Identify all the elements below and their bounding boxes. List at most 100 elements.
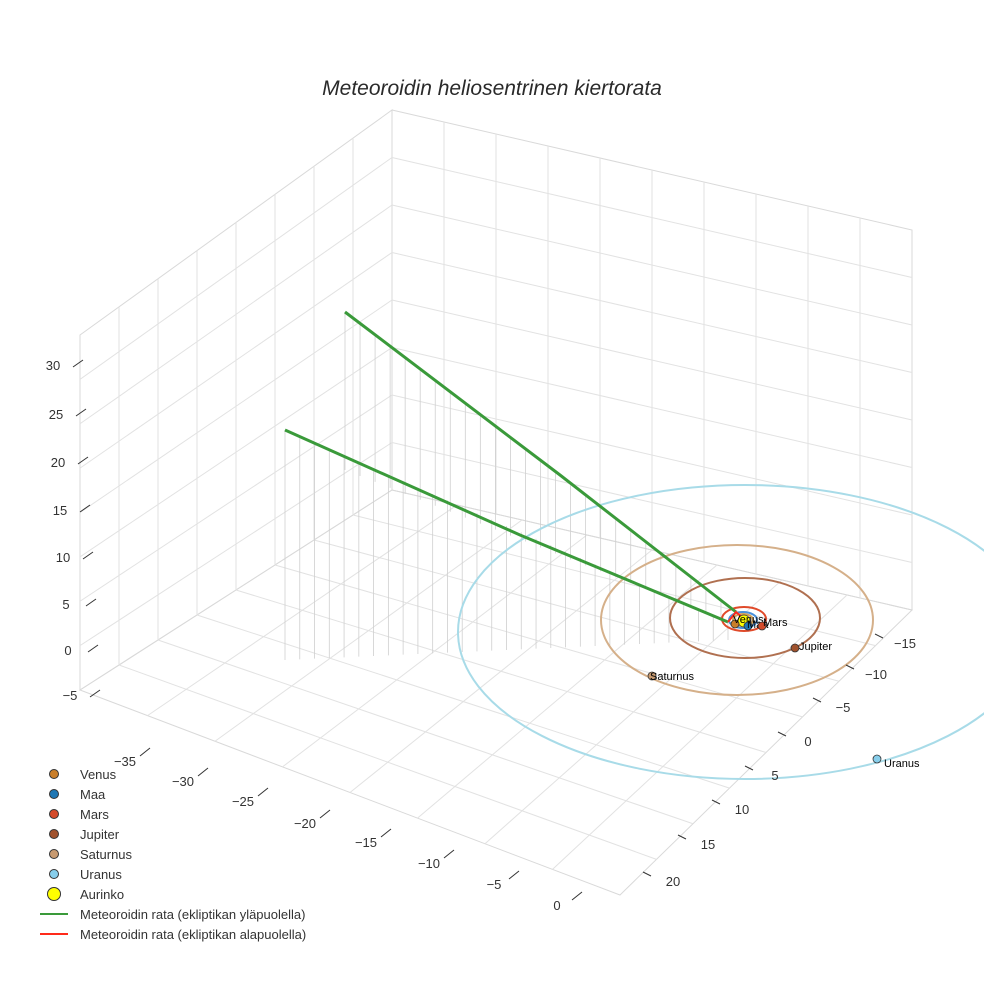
y-tick-label: −15 [894, 636, 916, 651]
legend-label: Jupiter [80, 826, 120, 842]
chart-title: Meteoroidin heliosentrinen kiertorata [322, 77, 662, 100]
x-tick-mark [380, 828, 392, 838]
y-tick-mark [777, 731, 787, 737]
grid-line [352, 514, 876, 647]
saturnus-label: Saturnus [650, 671, 695, 683]
legend-item-trajectory-below[interactable]: Meteoroidin rata (ekliptikan alapuolella… [34, 924, 306, 944]
y-tick-label: 10 [735, 802, 749, 817]
z-tick-mark [82, 551, 94, 560]
venus-marker-icon [49, 769, 59, 779]
y-tick-label: 20 [666, 874, 680, 889]
z-tick-label: 0 [64, 643, 71, 658]
jupiter-marker [790, 643, 800, 653]
grid-line [391, 252, 913, 373]
uranus-label: Uranus [884, 758, 920, 770]
x-tick-label: −35 [114, 754, 136, 769]
z-tick-label: 20 [51, 455, 65, 470]
y-tick-mark [642, 871, 652, 877]
venus-marker [730, 619, 740, 629]
z-tick-label: 5 [62, 597, 69, 612]
grid-line [274, 564, 803, 718]
planet-orbits [457, 484, 984, 780]
z-tick-label: 10 [56, 550, 70, 565]
grid-line [391, 157, 913, 278]
z-tick-mark [89, 689, 101, 698]
x-tick-label: −25 [232, 794, 254, 809]
green-line-icon [40, 913, 68, 915]
mars-label: Mars [763, 617, 788, 629]
legend-label: Venus [80, 766, 117, 782]
y-tick-label: 5 [771, 768, 778, 783]
x-tick-mark [319, 809, 331, 819]
x-tick-label: 0 [553, 898, 560, 913]
grid-line [79, 252, 393, 469]
x-tick-label: −10 [418, 856, 440, 871]
z-tick-mark [75, 408, 87, 417]
grid-line [79, 347, 393, 558]
z-tick-mark [77, 456, 89, 465]
trajectory-above-branch-1 [284, 428, 729, 624]
x-tick-label: −30 [172, 774, 194, 789]
legend-item-saturnus[interactable]: Saturnus [34, 844, 306, 864]
legend-label: Uranus [80, 866, 122, 882]
orbit-jupiter [669, 577, 821, 659]
maa-marker [743, 621, 753, 631]
legend-label: Maa [80, 786, 106, 802]
y-tick-label: 0 [804, 734, 811, 749]
venus-label: Venus [733, 614, 764, 626]
legend-label: Meteoroidin rata (ekliptikan alapuolella… [80, 926, 307, 942]
trajectory-above-branch-2 [344, 310, 737, 614]
x-tick-mark [571, 891, 583, 901]
z-tick-mark [87, 644, 99, 653]
grid-line [196, 614, 730, 789]
y-tick-mark [845, 664, 855, 670]
legend-item-mars[interactable]: Mars [34, 804, 306, 824]
grid-line [391, 347, 913, 468]
z-tick-label: 30 [46, 358, 60, 373]
legend-label: Saturnus [80, 846, 133, 862]
y-tick-label: 15 [701, 837, 715, 852]
saturnus-marker [647, 671, 657, 681]
trajectory-droplines [284, 312, 737, 660]
z-tick-mark [72, 359, 84, 368]
y-tick-mark [874, 633, 884, 639]
y-tick-mark [744, 765, 754, 771]
x-tick-mark [508, 870, 520, 880]
legend-item-trajectory-above[interactable]: Meteoroidin rata (ekliptikan yläpuolella… [34, 904, 306, 924]
legend-item-venus[interactable]: Venus [34, 764, 306, 784]
grid-lines [79, 122, 913, 870]
red-line-icon [40, 933, 68, 935]
z-tick-mark [85, 598, 97, 607]
grid-line [79, 204, 393, 425]
x-tick-label: −5 [487, 877, 502, 892]
axis-ticks: −35 −30 −25 −20 −15 −10 −5 0 −15 −10 −5 0 5 10 15 20 30 2… [46, 358, 916, 913]
legend-item-aurinko[interactable]: Aurinko [34, 884, 306, 904]
z-tick-label: 25 [49, 407, 63, 422]
grid-line [391, 299, 913, 421]
grid-line [391, 442, 913, 563]
grid-line [118, 664, 657, 860]
jupiter-label: Jupiter [799, 641, 832, 653]
legend-item-jupiter[interactable]: Jupiter [34, 824, 306, 844]
grid-line [157, 639, 694, 825]
mars-marker [757, 621, 767, 631]
x-tick-mark [139, 747, 151, 757]
z-tick-label: −5 [63, 688, 78, 703]
y-tick-label: −10 [865, 667, 887, 682]
x-tick-mark [197, 767, 209, 777]
legend: Venus Maa Mars Jupiter Saturnus Uranus A… [34, 764, 306, 944]
x-tick-mark [257, 787, 269, 797]
grid-line [79, 299, 393, 513]
legend-label: Aurinko [80, 886, 125, 902]
legend-item-uranus[interactable]: Uranus [34, 864, 306, 884]
uranus-marker-icon [49, 869, 59, 879]
orbit-saturnus [600, 544, 874, 696]
maa-marker-icon [49, 789, 59, 799]
x-tick-mark [443, 849, 455, 859]
legend-item-maa[interactable]: Maa [34, 784, 306, 804]
grid-line [79, 442, 393, 647]
mars-marker-icon [49, 809, 59, 819]
y-tick-mark [812, 697, 822, 703]
grid-line [235, 589, 767, 753]
